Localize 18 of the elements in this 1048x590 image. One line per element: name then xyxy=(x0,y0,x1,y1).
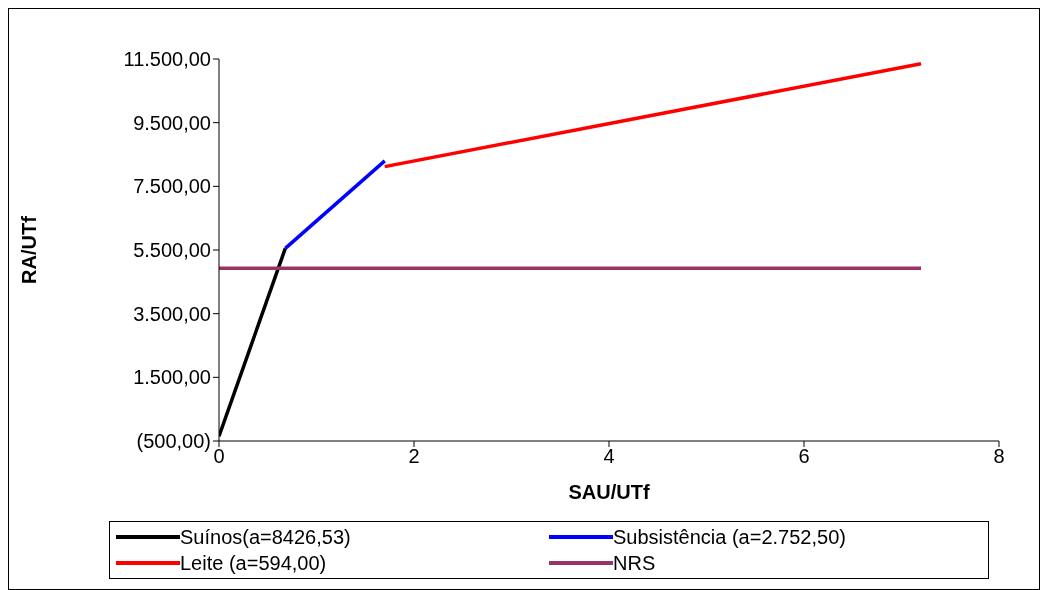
x-axis-title: SAU/UTf xyxy=(568,481,650,503)
x-tick-label: 8 xyxy=(993,445,1005,468)
legend-label: NRS xyxy=(613,551,656,575)
legend-label: Subsistência (a=2.752,50) xyxy=(613,525,846,549)
y-tick-label: 5.500,00 xyxy=(133,239,211,262)
y-axis-title: RA/UTf xyxy=(18,215,41,284)
y-tick-label: 11.500,00 xyxy=(123,48,211,71)
legend-label: Suínos(a=8426,53) xyxy=(180,525,351,549)
x-tick-label: 0 xyxy=(213,445,225,468)
x-tick-label: 2 xyxy=(408,445,420,468)
y-tick-label: (500,00) xyxy=(136,430,211,453)
x-tick-label: 4 xyxy=(603,445,615,468)
y-tick-label: 7.500,00 xyxy=(133,175,211,198)
y-tick-label: 9.500,00 xyxy=(133,111,211,134)
y-tick-label: 3.500,00 xyxy=(133,302,211,325)
x-tick-label: 6 xyxy=(798,445,810,468)
legend-label: Leite (a=594,00) xyxy=(180,551,327,575)
y-tick-label: 1.500,00 xyxy=(133,366,211,389)
